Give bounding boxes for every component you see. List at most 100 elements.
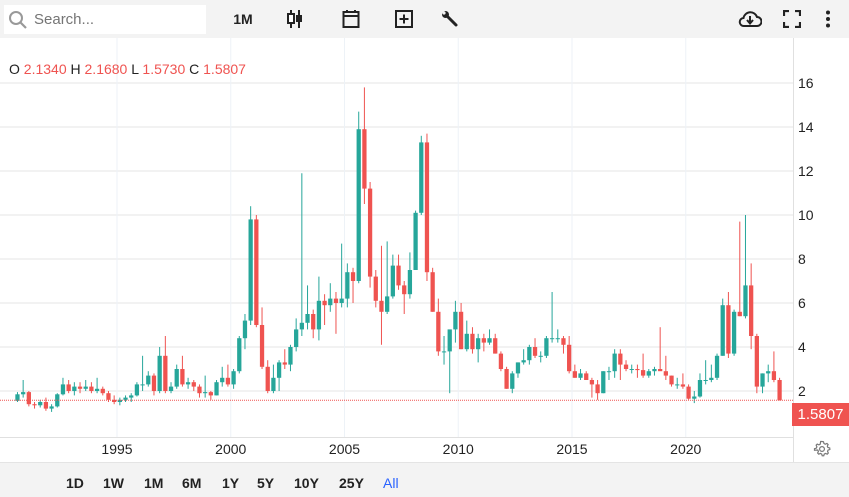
candle	[703, 360, 708, 385]
interval-button[interactable]: 1M	[233, 11, 253, 27]
x-tick-label: 2005	[329, 441, 360, 457]
candle	[567, 336, 572, 374]
candle-body	[749, 285, 754, 336]
candle	[686, 384, 691, 400]
close-label: C	[189, 61, 200, 77]
candle-body	[737, 311, 742, 317]
range-all[interactable]: All	[383, 475, 399, 491]
candle	[191, 380, 196, 391]
candle-body	[265, 366, 270, 391]
candle	[328, 283, 333, 312]
candle-body	[476, 338, 481, 350]
candle-body	[282, 362, 287, 365]
candle-body	[254, 219, 259, 325]
candle-body	[606, 371, 612, 373]
candle	[458, 303, 464, 350]
candle-body	[646, 371, 651, 376]
candle-body	[458, 311, 464, 350]
candle-body	[356, 129, 361, 281]
candle-body	[385, 296, 390, 312]
candle	[441, 336, 447, 365]
candle-body	[777, 380, 782, 401]
candle-body	[453, 311, 458, 330]
candle	[658, 327, 663, 372]
candle-body	[185, 382, 191, 385]
candle-body	[612, 353, 617, 372]
candle	[385, 241, 390, 314]
candle-body	[515, 362, 521, 374]
candle-body	[163, 355, 168, 391]
candle-body	[379, 300, 384, 312]
candle	[595, 380, 600, 400]
candle-body	[692, 396, 697, 399]
candle	[38, 399, 43, 408]
candle	[146, 371, 151, 387]
candle-body	[311, 314, 316, 330]
candle	[498, 351, 504, 372]
candle	[720, 298, 725, 356]
candle	[515, 362, 521, 378]
chart-settings-button[interactable]	[813, 440, 831, 463]
candle	[402, 281, 407, 314]
candle	[265, 360, 270, 394]
candle-body	[720, 305, 725, 356]
range-10y[interactable]: 10Y	[294, 475, 319, 491]
range-25y[interactable]: 25Y	[339, 475, 364, 491]
candle	[21, 380, 26, 398]
candle-body	[38, 402, 43, 406]
candle-body	[584, 373, 589, 380]
candle	[652, 366, 657, 376]
candle-body	[703, 380, 708, 381]
range-1d[interactable]: 1D	[66, 475, 84, 491]
range-1m[interactable]: 1M	[144, 475, 164, 491]
more-menu-button[interactable]	[820, 9, 836, 29]
candle	[584, 371, 589, 380]
range-5y[interactable]: 5Y	[257, 475, 275, 491]
candle-body	[248, 219, 253, 321]
candle-body	[180, 369, 185, 385]
search-input[interactable]	[32, 10, 196, 29]
candle	[168, 382, 174, 394]
candle-body	[77, 386, 83, 389]
range-1y[interactable]: 1Y	[222, 475, 240, 491]
candle	[259, 307, 265, 369]
search-box[interactable]	[4, 5, 206, 34]
download-button[interactable]	[738, 9, 762, 29]
candle-body	[305, 314, 310, 323]
candle-body	[117, 399, 122, 402]
candle	[532, 338, 538, 358]
chart-type-button[interactable]	[285, 9, 305, 29]
range-1w[interactable]: 1W	[103, 475, 124, 491]
candle-body	[15, 394, 20, 401]
candle-body	[89, 386, 94, 391]
candle-body	[220, 377, 225, 383]
candle-body	[532, 347, 538, 356]
price-chart[interactable]: 2 4 6 8 10 12 14 16 1995 2000 2005 2010 2015 2020	[0, 38, 849, 462]
candle	[538, 351, 543, 363]
candle	[623, 360, 629, 372]
range-6m[interactable]: 6M	[182, 475, 202, 491]
candle	[26, 391, 31, 407]
candle-body	[658, 369, 663, 372]
candle-body	[652, 369, 657, 372]
candle-body	[316, 300, 322, 330]
date-range-button[interactable]	[341, 9, 361, 29]
candle	[174, 364, 179, 389]
settings-tools-button[interactable]	[440, 9, 460, 29]
candle	[77, 382, 83, 394]
candle	[83, 380, 88, 391]
candle	[163, 336, 168, 394]
candle	[66, 380, 71, 394]
candle	[743, 215, 748, 319]
fullscreen-button[interactable]	[782, 9, 802, 29]
candle-body	[151, 375, 157, 391]
candle	[151, 373, 157, 396]
ohlc-legend: O 2.1340 H 2.1680 L 1.5730 C 1.5807	[9, 61, 246, 77]
x-tick-label: 2015	[556, 441, 587, 457]
x-tick-label: 2000	[215, 441, 246, 457]
add-indicator-button[interactable]	[394, 9, 414, 29]
candle-body	[350, 272, 356, 281]
candle	[288, 344, 293, 372]
candle-body	[572, 371, 577, 378]
candle	[100, 386, 105, 396]
